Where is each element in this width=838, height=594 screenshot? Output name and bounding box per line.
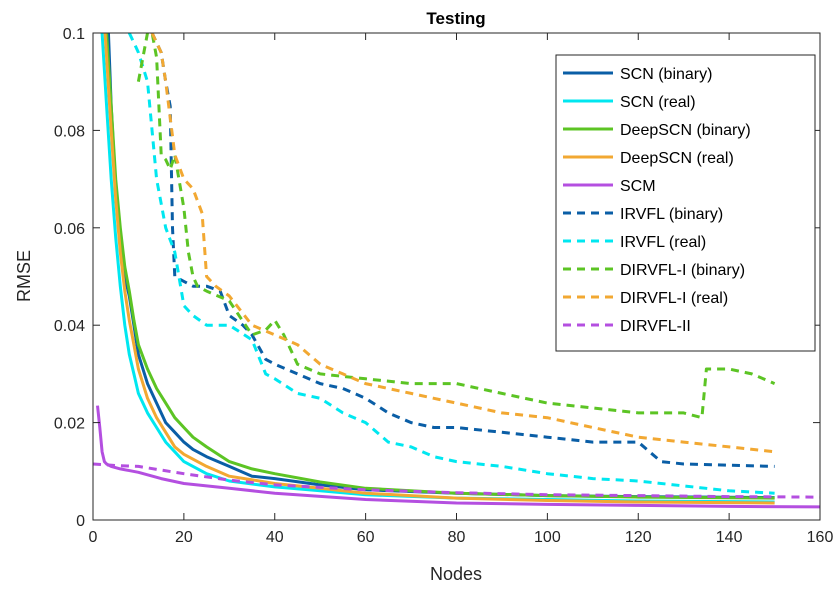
legend-box xyxy=(555,54,816,352)
x-axis-label: Nodes xyxy=(430,564,482,584)
y-tick-label: 0 xyxy=(76,513,85,530)
x-tick-label: 140 xyxy=(716,529,743,546)
series-line-dirvfl-i-real xyxy=(150,33,775,454)
y-tick-label: 0.06 xyxy=(54,221,85,238)
legend-label-dirvfl-i-binary: DIRVFL-I (binary) xyxy=(620,262,745,279)
x-tick-label: 60 xyxy=(357,529,375,546)
x-tick-label: 100 xyxy=(534,529,561,546)
series-line-dirvfl-i-binary xyxy=(136,33,776,420)
series-line-deepscn-binary xyxy=(105,33,775,500)
series-line-irvfl-binary xyxy=(150,33,775,468)
legend-label-scn-real: SCN (real) xyxy=(620,94,696,111)
series-line-deepscn-real xyxy=(103,33,775,505)
x-tick-label: 120 xyxy=(625,529,652,546)
y-tick-label: 0.02 xyxy=(54,416,85,433)
legend-label-irvfl-real: IRVFL (real) xyxy=(620,234,706,251)
y-tick-label: 0.08 xyxy=(54,123,85,140)
y-tick-label: 0.1 xyxy=(63,26,85,43)
series-layer xyxy=(93,33,820,509)
x-tick-label: 80 xyxy=(448,529,466,546)
y-tick-label: 0.04 xyxy=(54,318,85,335)
x-tick-label: 160 xyxy=(807,529,834,546)
legend-label-irvfl-binary: IRVFL (binary) xyxy=(620,206,723,223)
legend-label-scn-binary: SCN (binary) xyxy=(620,66,712,83)
series-line-dirvfl-ii xyxy=(93,462,820,499)
x-tick-label: 40 xyxy=(266,529,284,546)
axis-ticks: 0 20 40 60 80 100 120 140 160 0 0.02 0.04 0.06 0.08 0.… xyxy=(54,26,834,546)
legend-label-dirvfl-i-real: DIRVFL-I (real) xyxy=(620,290,728,307)
legend-label-scm: SCM xyxy=(620,178,656,195)
y-axis-label: RMSE xyxy=(14,250,34,302)
x-tick-label: 0 xyxy=(89,529,98,546)
legend-label-deepscn-real: DeepSCN (real) xyxy=(620,150,734,167)
series-line-irvfl-real xyxy=(127,33,775,495)
x-tick-label: 20 xyxy=(175,529,193,546)
chart-title: Testing xyxy=(426,9,485,28)
series-line-scm xyxy=(96,405,820,509)
legend-label-deepscn-binary: DeepSCN (binary) xyxy=(620,122,751,139)
legend-label-dirvfl-ii: DIRVFL-II xyxy=(620,318,691,335)
legend: SCN (binary) SCN (real) DeepSCN (binary) De… xyxy=(555,54,816,352)
